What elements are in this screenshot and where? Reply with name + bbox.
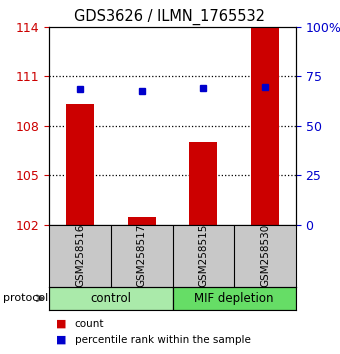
Bar xyxy=(66,104,94,225)
Bar xyxy=(173,287,296,310)
Bar xyxy=(128,217,156,225)
Text: percentile rank within the sample: percentile rank within the sample xyxy=(75,335,251,345)
Bar xyxy=(49,287,173,310)
Text: ■: ■ xyxy=(56,335,67,345)
Text: GSM258516: GSM258516 xyxy=(75,224,85,287)
Text: GSM258515: GSM258515 xyxy=(198,224,208,287)
Text: MIF depletion: MIF depletion xyxy=(194,292,274,305)
Text: count: count xyxy=(75,319,104,329)
Text: ■: ■ xyxy=(56,319,67,329)
Bar xyxy=(251,27,279,225)
Text: GSM258530: GSM258530 xyxy=(260,224,270,287)
Text: GDS3626 / ILMN_1765532: GDS3626 / ILMN_1765532 xyxy=(74,9,266,25)
Text: protocol: protocol xyxy=(3,293,49,303)
Bar xyxy=(189,142,217,225)
Text: GSM258517: GSM258517 xyxy=(137,224,147,287)
Text: control: control xyxy=(90,292,132,305)
